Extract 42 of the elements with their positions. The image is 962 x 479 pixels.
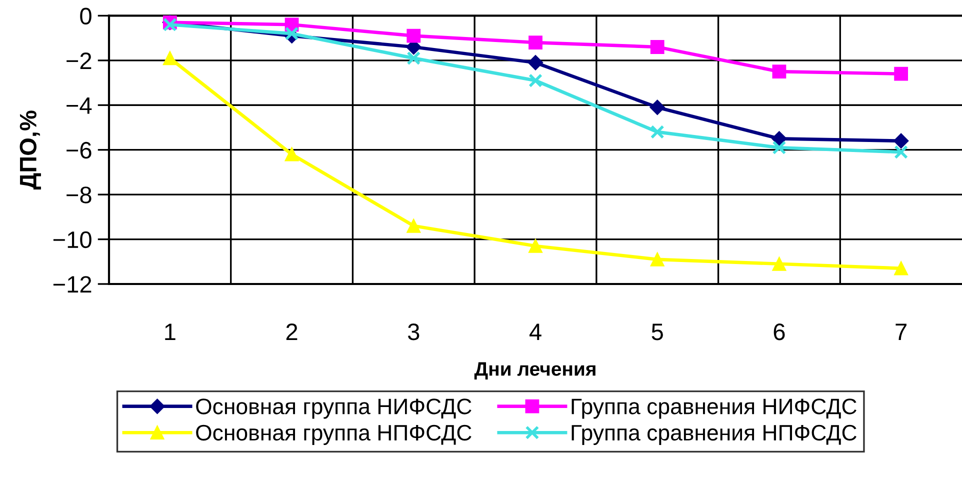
x-tick-label: 1 bbox=[165, 324, 176, 340]
x-tick-label: 5 bbox=[652, 324, 663, 340]
x-tick-label: 4 bbox=[529, 324, 542, 340]
point bbox=[650, 40, 664, 54]
point bbox=[650, 100, 665, 115]
point bbox=[894, 145, 908, 160]
y-tick-label: −2 bbox=[66, 52, 92, 69]
y-axis-title: ДПО,% bbox=[20, 110, 41, 190]
x-axis-title: Дни лечения bbox=[474, 362, 596, 380]
point bbox=[162, 51, 177, 66]
point bbox=[284, 147, 299, 162]
y-tick-label: −4 bbox=[66, 97, 92, 114]
point bbox=[406, 28, 421, 43]
legend-label: Группа сравнения НИФСДС bbox=[572, 398, 856, 419]
y-tick-label: 0 bbox=[80, 8, 92, 24]
x-tick-label: 7 bbox=[896, 324, 906, 340]
y-tick-label: −12 bbox=[53, 276, 92, 293]
x-tick-label: 2 bbox=[286, 324, 298, 340]
legend-label: Основная группа НИФСДС bbox=[196, 398, 472, 419]
x-tick-label: 6 bbox=[774, 324, 785, 340]
point bbox=[772, 131, 787, 146]
point bbox=[894, 133, 909, 148]
y-tick-label: −6 bbox=[66, 142, 92, 159]
point bbox=[406, 218, 421, 233]
point bbox=[894, 66, 908, 81]
legend-label: Группа сравнения НПФСДС bbox=[572, 424, 856, 445]
point bbox=[772, 64, 786, 79]
y-tick-label: −8 bbox=[66, 186, 92, 204]
x-tick-label: 3 bbox=[408, 324, 420, 340]
legend-label: Основная группа НПФСДС bbox=[196, 424, 472, 445]
y-tick-label: −10 bbox=[53, 231, 92, 248]
point bbox=[772, 140, 786, 155]
point bbox=[894, 261, 908, 276]
point bbox=[528, 239, 542, 253]
point bbox=[162, 18, 177, 32]
point bbox=[650, 252, 664, 266]
point bbox=[528, 74, 542, 88]
point bbox=[528, 55, 544, 70]
point bbox=[772, 256, 786, 271]
point bbox=[650, 125, 664, 139]
point bbox=[528, 36, 542, 50]
point bbox=[406, 51, 421, 66]
